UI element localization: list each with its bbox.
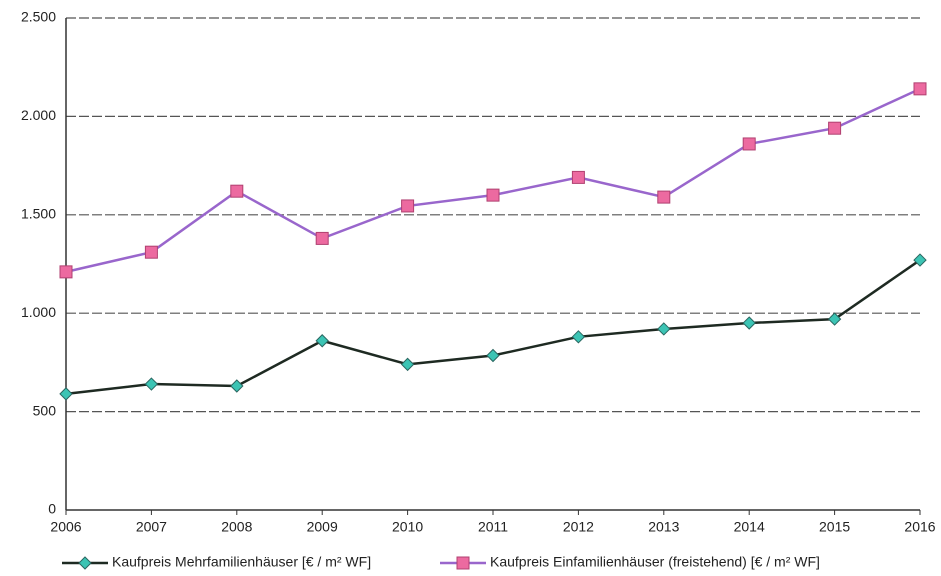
data-point <box>315 231 329 245</box>
data-point <box>486 188 500 202</box>
data-point <box>400 357 415 372</box>
x-tick-label: 2015 <box>819 519 850 535</box>
data-point <box>59 387 73 401</box>
y-tick-label: 0 <box>48 501 56 517</box>
data-point <box>401 199 415 213</box>
x-tick-label: 2014 <box>734 519 765 535</box>
y-tick-label: 2.500 <box>21 9 56 25</box>
series-line <box>65 259 921 396</box>
data-point <box>59 265 73 279</box>
y-tick-label: 1.000 <box>21 304 56 320</box>
x-tick-label: 2007 <box>136 519 167 535</box>
y-tick-label: 1.500 <box>21 206 56 222</box>
x-tick-label: 2008 <box>221 519 252 535</box>
data-point <box>828 121 842 135</box>
series-line <box>65 87 921 274</box>
data-point <box>571 330 586 344</box>
data-point <box>913 82 927 96</box>
x-tick-label: 2012 <box>563 519 594 535</box>
data-point <box>486 348 500 363</box>
x-tick-label: 2010 <box>392 519 423 535</box>
data-point <box>230 379 244 393</box>
data-point <box>742 137 756 151</box>
data-point <box>315 334 329 348</box>
x-tick-label: 2016 <box>904 519 935 535</box>
x-tick-label: 2009 <box>307 519 338 535</box>
data-point <box>144 245 158 259</box>
y-tick-label: 2.000 <box>21 107 56 123</box>
legend-marker <box>78 556 92 570</box>
data-point <box>230 184 244 198</box>
legend-label: Kaufpreis Einfamilienhäuser (freistehend… <box>490 554 820 570</box>
data-point <box>913 253 927 267</box>
data-point <box>657 190 671 204</box>
data-point <box>657 322 671 336</box>
legend-label: Kaufpreis Mehrfamilienhäuser [€ / m² WF] <box>112 554 371 570</box>
y-tick-label: 500 <box>33 402 57 418</box>
data-point <box>144 377 159 391</box>
legend-marker <box>456 556 470 570</box>
x-tick-label: 2011 <box>478 519 508 535</box>
data-point <box>827 312 842 326</box>
x-tick-label: 2006 <box>50 519 81 535</box>
data-point <box>571 170 585 184</box>
data-point <box>742 316 756 330</box>
x-tick-label: 2013 <box>648 519 679 535</box>
